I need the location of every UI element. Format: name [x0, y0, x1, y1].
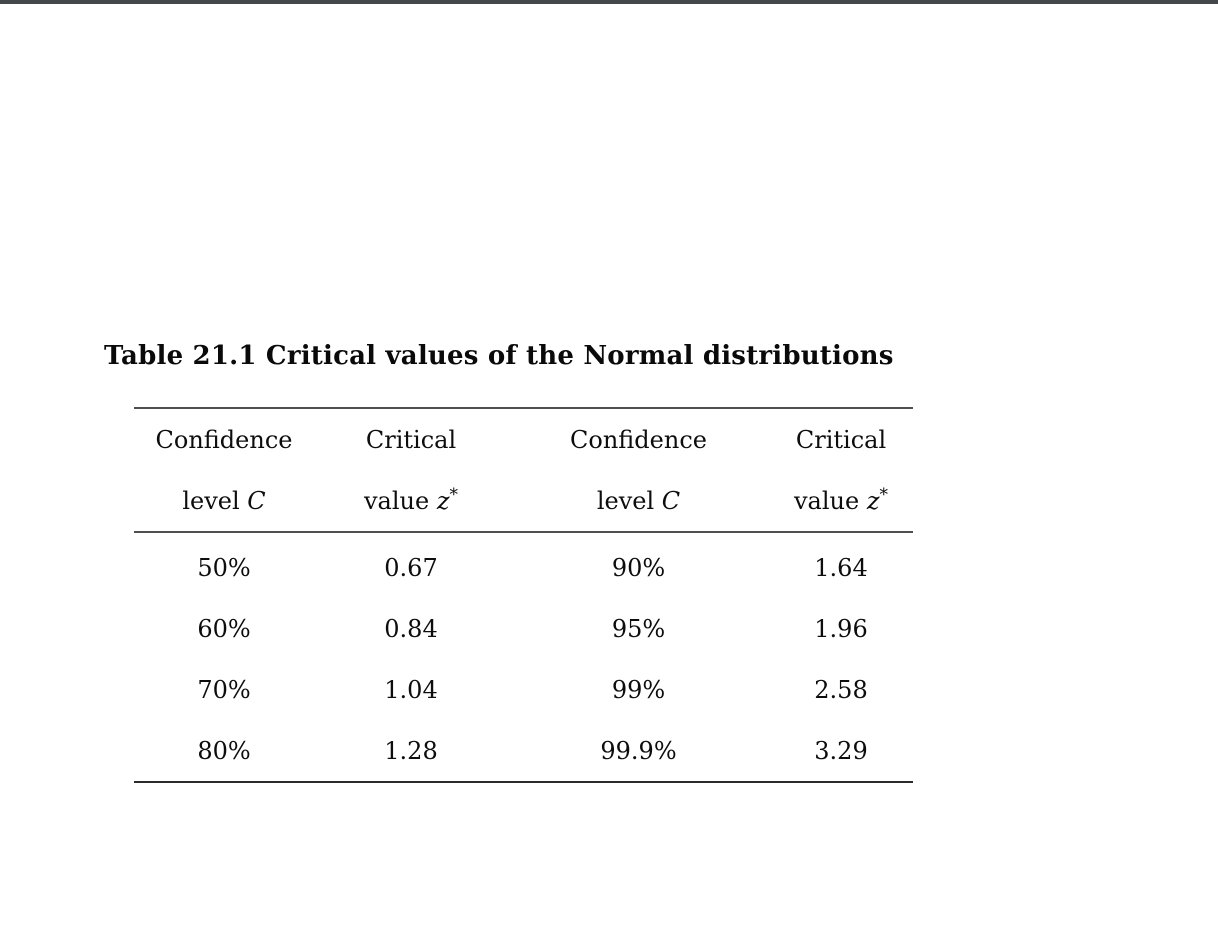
header-label: value — [794, 486, 860, 515]
table-row: 80% 1.28 99.9% 3.29 — [134, 720, 913, 782]
confidence-level-cell: 80% — [197, 736, 251, 765]
superscript-star: * — [879, 484, 889, 505]
table-row: 60% 0.84 95% 1.96 — [134, 598, 913, 659]
confidence-level-cell: 50% — [197, 553, 251, 582]
confidence-level-cell: 70% — [197, 675, 251, 704]
header-label: level — [182, 486, 240, 515]
header-label: value — [364, 486, 430, 515]
critical-value-cell: 2.58 — [814, 675, 868, 704]
header-confidence-1: Confidence — [155, 425, 293, 454]
critical-value-cell: 1.64 — [814, 553, 868, 582]
header-label: level — [596, 486, 655, 515]
header-level-c-2: level C — [508, 470, 769, 533]
header-level-c-1: level C — [134, 470, 314, 533]
critical-value-cell: 1.96 — [814, 614, 868, 643]
header-confidence-2: Confidence — [570, 425, 707, 454]
table-caption: Table 21.1 Critical values of the Normal… — [104, 341, 894, 371]
header-critical-2: Critical — [795, 425, 887, 454]
confidence-level-cell: 99% — [611, 675, 666, 704]
confidence-level-cell: 99.9% — [600, 736, 677, 765]
table-header-row-1: Confidence Critical Confidence Critical — [134, 408, 913, 470]
confidence-level-cell: 60% — [197, 614, 251, 643]
header-value-z-1: value z* — [314, 470, 508, 533]
superscript-star: * — [449, 484, 459, 505]
variable-z: z — [436, 486, 450, 515]
critical-value-cell: 0.67 — [384, 553, 438, 582]
critical-value-cell: 1.04 — [384, 675, 438, 704]
critical-value-cell: 3.29 — [814, 736, 868, 765]
variable-c: C — [661, 486, 681, 515]
table-row: 50% 0.67 90% 1.64 — [134, 532, 913, 598]
confidence-level-cell: 90% — [611, 553, 666, 582]
table-header-row-2: level C value z* level C value z* — [134, 470, 913, 533]
confidence-level-cell: 95% — [611, 614, 666, 643]
critical-value-cell: 1.28 — [384, 736, 438, 765]
variable-z: z — [866, 486, 880, 515]
header-critical-1: Critical — [365, 425, 457, 454]
header-value-z-2: value z* — [769, 470, 913, 533]
critical-value-cell: 0.84 — [384, 614, 438, 643]
table-row: 70% 1.04 99% 2.58 — [134, 659, 913, 720]
critical-values-table: Confidence Critical Confidence Critical … — [134, 407, 913, 783]
variable-c: C — [247, 486, 266, 515]
window-top-bar — [0, 0, 1218, 4]
